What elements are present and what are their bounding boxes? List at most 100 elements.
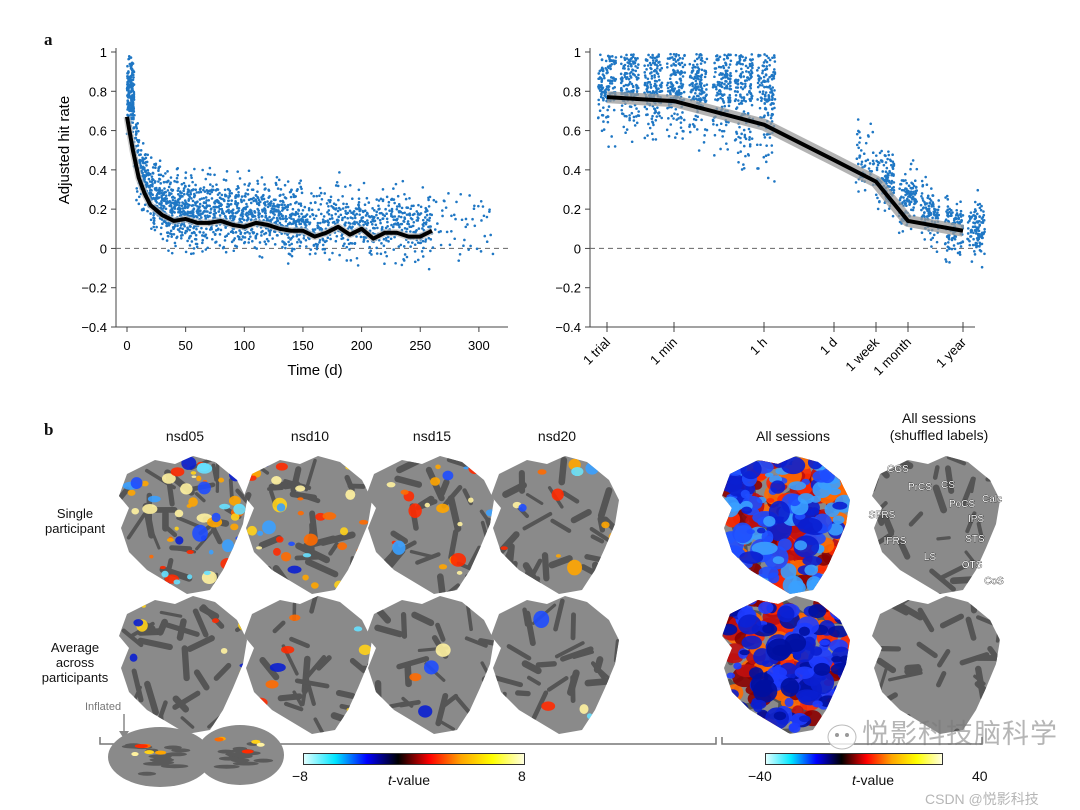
- activation-blob: [161, 570, 169, 578]
- activation-blob: [841, 562, 850, 569]
- data-point: [295, 200, 298, 204]
- data-point: [166, 180, 169, 184]
- sulcus: [446, 457, 472, 469]
- data-point: [876, 196, 879, 200]
- row-label-line: Average: [50, 640, 100, 655]
- data-point: [327, 204, 330, 208]
- data-point: [218, 233, 222, 236]
- data-point: [182, 223, 186, 226]
- data-point: [912, 184, 916, 188]
- data-point: [297, 238, 301, 241]
- data-point: [257, 209, 260, 212]
- data-point: [283, 203, 286, 207]
- data-point: [243, 231, 247, 235]
- roi-label: CGS: [887, 464, 909, 475]
- data-point: [236, 184, 240, 188]
- data-point: [613, 145, 617, 148]
- data-point: [720, 129, 724, 133]
- data-point: [628, 105, 632, 108]
- data-point: [252, 199, 256, 203]
- data-point: [660, 81, 664, 85]
- data-point: [760, 97, 764, 100]
- activation-blob: [469, 456, 480, 468]
- data-point: [269, 218, 273, 222]
- y-tick-label: 0.2: [563, 202, 581, 217]
- data-point: [741, 87, 745, 91]
- sulcus: [157, 618, 168, 636]
- data-point: [201, 250, 204, 253]
- data-point: [173, 205, 177, 209]
- data-point: [192, 192, 196, 196]
- activation-blob: [125, 562, 134, 570]
- data-point: [726, 56, 730, 60]
- data-point: [871, 130, 875, 134]
- data-point: [920, 231, 924, 235]
- data-point: [722, 58, 726, 61]
- roi-label: IFRS: [884, 536, 907, 547]
- data-point: [293, 247, 296, 251]
- data-point: [348, 209, 352, 213]
- data-point: [232, 249, 236, 253]
- data-point: [178, 209, 182, 212]
- data-point: [764, 59, 767, 62]
- data-point: [290, 249, 294, 253]
- activation-blob: [353, 626, 363, 632]
- data-point: [349, 241, 352, 245]
- data-point: [887, 153, 891, 157]
- x-tick-label: 200: [351, 338, 373, 353]
- data-point: [738, 125, 741, 129]
- data-point: [974, 232, 978, 235]
- data-point: [600, 58, 604, 62]
- data-point: [229, 210, 233, 213]
- data-point: [377, 199, 381, 202]
- data-point: [750, 53, 754, 56]
- data-point: [748, 84, 752, 88]
- sulcus: [554, 641, 585, 659]
- data-point: [915, 189, 919, 192]
- data-point: [267, 239, 270, 243]
- sulcus: [739, 582, 746, 594]
- data-point: [923, 238, 927, 241]
- data-point: [913, 179, 917, 183]
- data-point: [296, 212, 300, 216]
- data-point: [654, 84, 658, 87]
- data-point: [409, 225, 413, 229]
- data-point: [610, 62, 614, 66]
- data-point: [149, 212, 152, 215]
- data-point: [130, 88, 134, 91]
- data-point: [608, 64, 612, 67]
- sulcus: [370, 696, 378, 714]
- sulcus: [908, 511, 924, 527]
- activation-blob: [235, 700, 240, 705]
- data-point: [633, 124, 637, 127]
- sulcus: [875, 557, 888, 586]
- activation-blob: [257, 530, 264, 536]
- data-point: [645, 88, 649, 91]
- sulcus: [521, 737, 540, 754]
- data-point: [857, 190, 860, 193]
- data-point: [648, 80, 652, 84]
- data-point: [915, 167, 919, 171]
- data-point: [749, 86, 753, 90]
- data-point: [288, 243, 291, 247]
- data-point: [407, 222, 411, 226]
- data-point: [763, 68, 767, 72]
- data-point: [666, 86, 670, 90]
- data-point: [419, 241, 423, 245]
- data-point: [305, 213, 309, 216]
- data-point: [296, 240, 299, 244]
- data-point: [283, 196, 287, 199]
- data-point: [978, 223, 981, 227]
- data-point: [679, 126, 683, 129]
- data-point: [750, 61, 754, 65]
- data-point: [263, 200, 267, 204]
- data-point: [771, 86, 775, 89]
- data-point: [318, 228, 322, 231]
- data-point: [768, 63, 771, 67]
- data-point: [126, 86, 129, 89]
- data-point: [260, 231, 263, 234]
- sulcus: [525, 493, 544, 505]
- data-point: [649, 63, 653, 67]
- data-point: [905, 204, 908, 208]
- data-point: [769, 91, 772, 94]
